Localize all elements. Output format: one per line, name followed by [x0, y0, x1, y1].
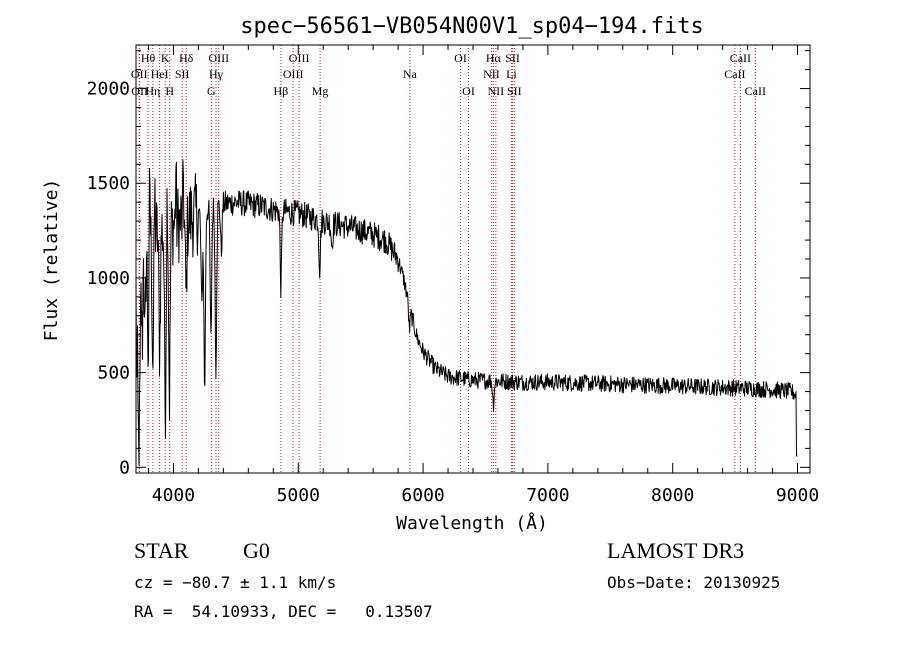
y-tick-label: 0	[119, 457, 130, 478]
line-label: Hδ	[179, 51, 194, 65]
x-tick-label: 8000	[651, 485, 694, 506]
line-label: Hη	[145, 84, 160, 98]
x-tick-label: 6000	[401, 485, 444, 506]
line-label: K	[161, 51, 170, 65]
obs-date: Obs−Date: 20130925	[607, 573, 781, 592]
line-label: Na	[403, 67, 418, 81]
line-label: G	[207, 84, 216, 98]
line-label: NII	[483, 67, 500, 81]
object-class: STAR	[134, 538, 189, 563]
axis-ticks	[136, 45, 810, 473]
line-label: OII	[131, 67, 148, 81]
line-label: Hθ	[141, 51, 156, 65]
y-axis-label: Flux (relative)	[41, 179, 62, 342]
line-label: Hα	[486, 51, 502, 65]
x-axis-label: Wavelength (Å)	[396, 512, 548, 534]
redshift-value: cz = −80.7 ± 1.1 km/s	[134, 573, 337, 592]
line-label: NII	[488, 84, 505, 98]
plot-frame	[135, 44, 811, 474]
line-label: CaII	[745, 84, 766, 98]
line-label: CaII	[724, 67, 745, 81]
line-label: OI	[462, 84, 475, 98]
y-tick-label: 500	[97, 363, 130, 384]
line-label: Li	[506, 67, 517, 81]
line-label: OII	[131, 84, 148, 98]
y-tick-label: 1000	[87, 268, 130, 289]
x-tick-label: 5000	[277, 485, 320, 506]
line-label: H	[165, 84, 174, 98]
line-label: OIII	[283, 67, 304, 81]
line-label: OIII	[289, 51, 310, 65]
x-tick-label: 7000	[526, 485, 569, 506]
x-tick-label: 4000	[152, 485, 195, 506]
line-label: HeI	[151, 67, 169, 81]
chart-title: spec−56561−VB054N00V1_sp04−194.fits	[240, 14, 704, 39]
y-tick-label: 2000	[87, 79, 130, 100]
axis-tick-labels: 4000 5000 6000 7000 8000 9000 0 500 1000 1500 2000	[87, 79, 820, 506]
line-label: OIII	[208, 51, 229, 65]
line-label: Mg	[312, 84, 329, 98]
object-subclass: G0	[243, 538, 270, 563]
line-label: SII	[175, 67, 190, 81]
line-label: Hβ	[274, 84, 289, 98]
line-label: SII	[505, 51, 520, 65]
line-label: Hγ	[209, 67, 224, 81]
line-label: CaII	[730, 51, 751, 65]
y-tick-label: 1500	[87, 173, 130, 194]
spectral-line-labels: OIIOIIHθHηHeIKHSIIHδGHγOIIIHβOIIIOIIIMgN…	[131, 51, 766, 98]
survey-name: LAMOST DR3	[607, 538, 745, 563]
spectral-line-markers	[138, 45, 756, 473]
x-tick-label: 9000	[776, 485, 819, 506]
line-label: SII	[507, 84, 522, 98]
line-label: OI	[454, 51, 467, 65]
spectrum-curve	[135, 159, 798, 466]
coordinates: RA = 54.10933, DEC = 0.13507	[134, 602, 433, 621]
